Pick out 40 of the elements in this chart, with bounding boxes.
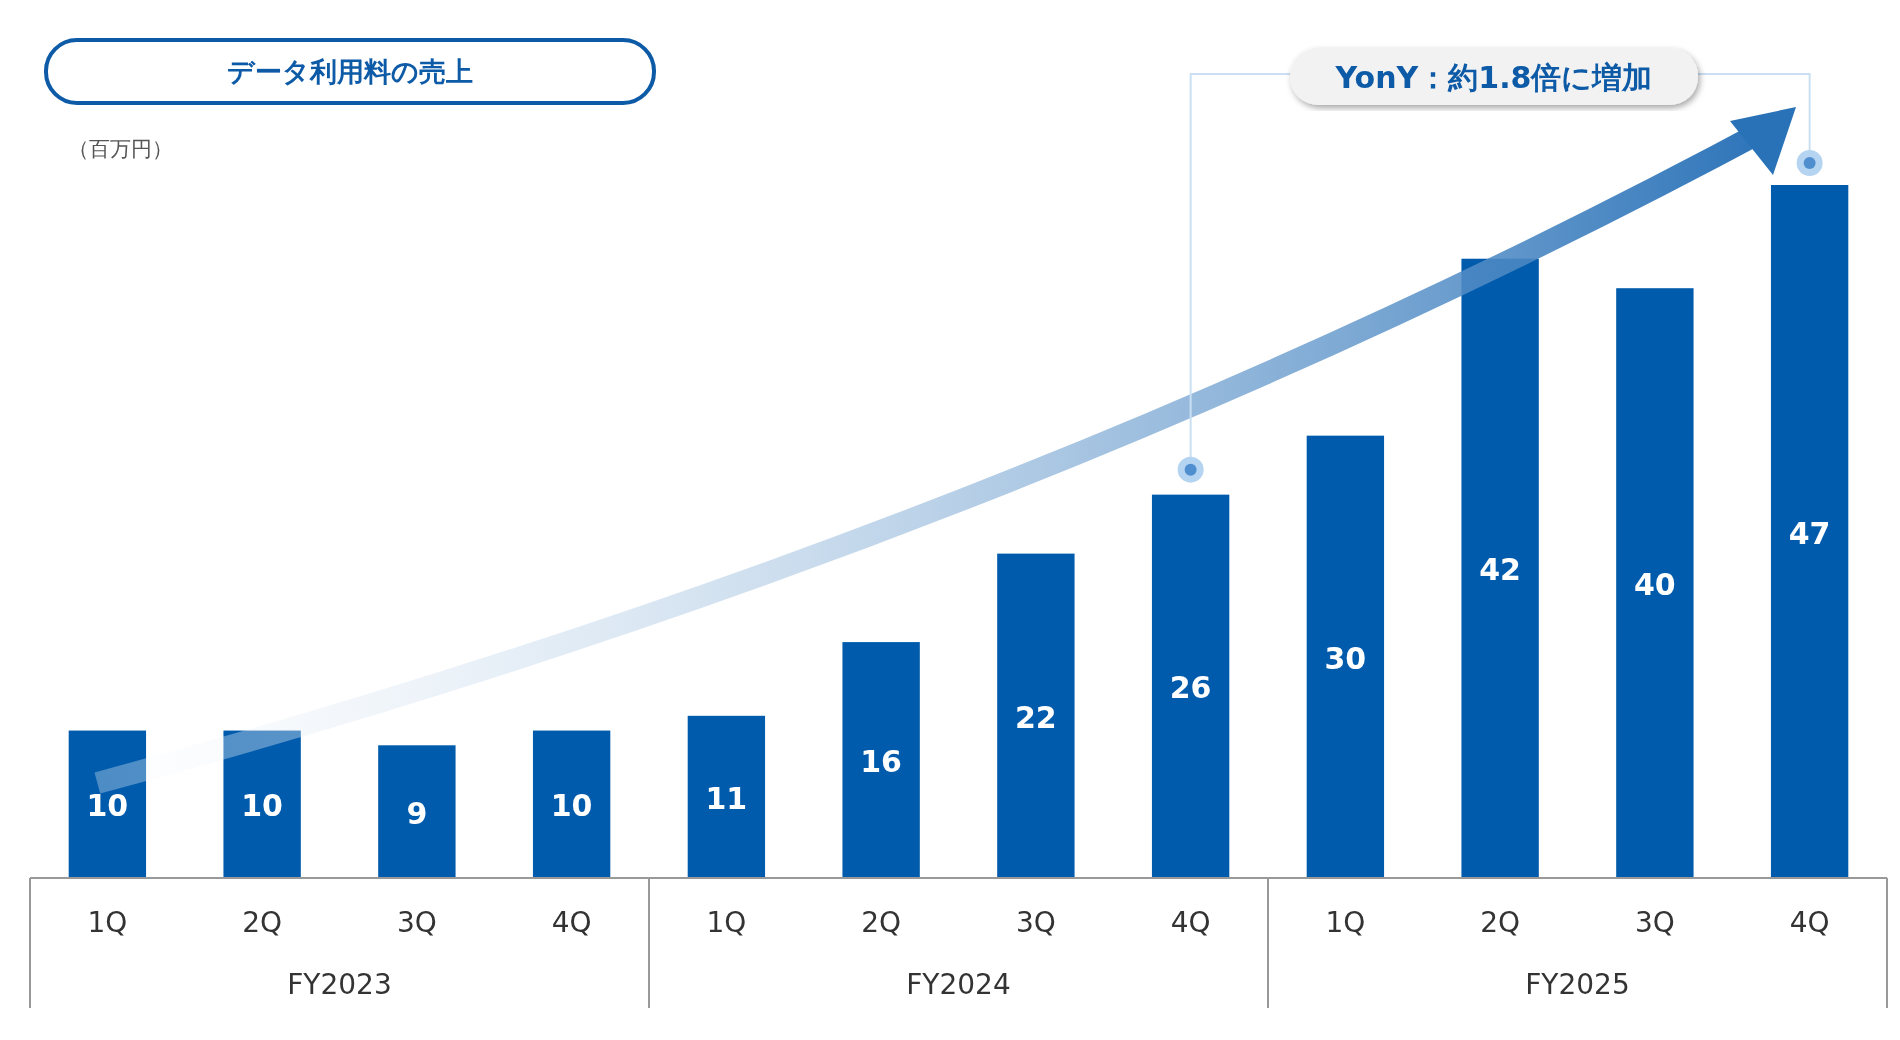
chart-title: データ利用料の売上	[227, 56, 473, 87]
x-tick-label: 3Q	[1015, 906, 1056, 939]
x-tick-label: 3Q	[396, 906, 437, 939]
bar	[842, 642, 920, 878]
x-tick-label: 2Q	[242, 906, 283, 939]
x-tick-label: 2Q	[1480, 906, 1521, 939]
x-tick-label: 3Q	[1634, 906, 1675, 939]
x-tick-label: 1Q	[87, 906, 128, 939]
data-label: 11	[705, 780, 748, 816]
x-tick-label: 1Q	[706, 906, 747, 939]
bar	[687, 715, 766, 878]
text: FY2025	[1525, 968, 1630, 1001]
bar	[532, 730, 611, 878]
x-tick-label: 1Q	[1325, 906, 1366, 939]
data-label: 40	[1634, 567, 1676, 603]
data-label: 42	[1479, 552, 1521, 588]
data-label: 22	[1015, 699, 1057, 735]
data-label: 30	[1324, 640, 1367, 676]
text: FY2024	[906, 968, 1011, 1001]
y-axis-title: （百万円）	[68, 137, 173, 161]
bar	[1306, 435, 1385, 878]
data-label: 9	[406, 795, 428, 831]
bar	[1616, 288, 1694, 878]
bar	[997, 553, 1075, 878]
data-label: 10	[86, 788, 129, 824]
x-tick-label: 2Q	[861, 906, 902, 939]
x-tick-label: 4Q	[551, 906, 592, 939]
bar	[1770, 185, 1849, 878]
bar	[1461, 258, 1539, 878]
bar	[1151, 494, 1230, 878]
x-tick-label: 4Q	[1789, 906, 1830, 939]
text: YonY：約1.8倍に増加	[1334, 60, 1653, 95]
text: FY2023	[287, 968, 392, 1001]
data-label: 10	[241, 788, 283, 824]
data-label: 47	[1788, 515, 1831, 551]
data-label: 10	[550, 788, 593, 824]
data-label: 26	[1169, 670, 1212, 706]
bar	[378, 745, 456, 878]
data-label: 16	[860, 744, 902, 780]
x-tick-label: 4Q	[1170, 906, 1211, 939]
